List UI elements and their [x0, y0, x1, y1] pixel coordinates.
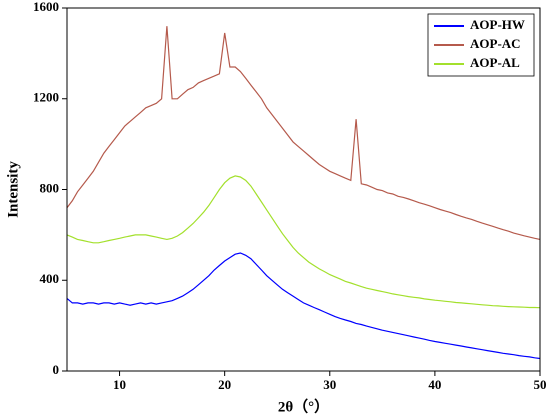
y-tick-label: 400: [40, 271, 60, 286]
x-tick-label: 50: [534, 377, 547, 392]
data-line: [66, 26, 541, 240]
y-tick-label: 0: [53, 362, 60, 377]
x-axis-label: 2θ（°）: [278, 397, 329, 415]
legend-label: AOP-HW: [470, 17, 525, 32]
x-tick-label: 30: [323, 377, 336, 392]
x-tick-label: 10: [113, 377, 126, 392]
x-tick-label: 40: [428, 377, 441, 392]
data-line: [66, 175, 541, 309]
y-axis-label: Intensity: [5, 161, 21, 218]
data-line: [66, 252, 541, 360]
y-tick-label: 800: [40, 180, 60, 195]
y-tick-label: 1600: [33, 0, 59, 14]
y-tick-label: 1200: [33, 90, 59, 105]
legend-label: AOP-AC: [470, 36, 521, 51]
x-tick-label: 20: [218, 377, 231, 392]
legend-label: AOP-AL: [470, 55, 520, 70]
